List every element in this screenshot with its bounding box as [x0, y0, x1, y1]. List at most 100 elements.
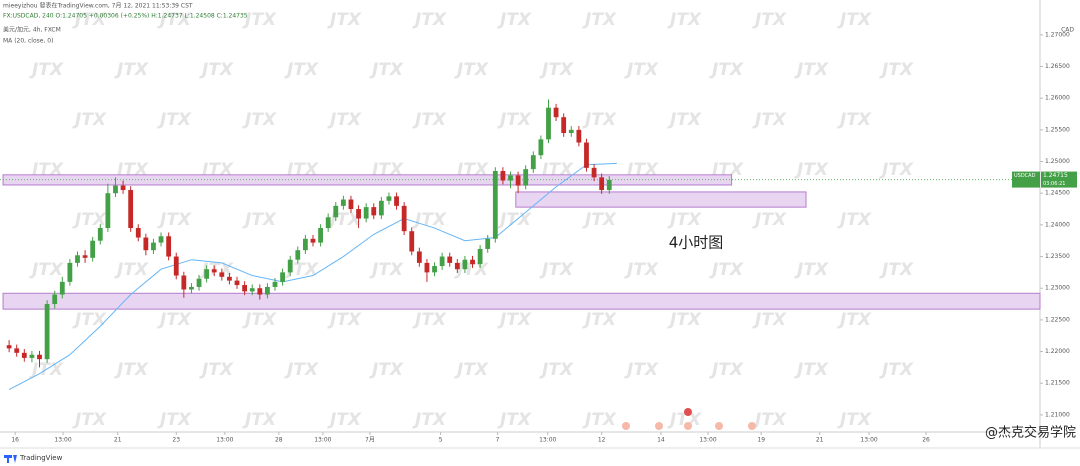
candle-body	[416, 251, 422, 263]
candle-body	[75, 255, 80, 263]
candle-body	[424, 262, 430, 273]
x-tick-label: 13:00	[314, 437, 331, 444]
candle-body	[561, 117, 567, 134]
watermark: JTX	[412, 310, 447, 330]
watermark: JTX	[327, 310, 362, 330]
candle-body	[515, 175, 521, 186]
candle-body	[265, 286, 270, 295]
candle-body	[606, 179, 612, 191]
y-tick-label: 1.27000	[1045, 31, 1070, 38]
candle-body	[135, 228, 141, 238]
candle-body	[348, 199, 354, 210]
candle-body	[257, 288, 263, 295]
watermark: JTX	[794, 60, 829, 80]
watermark: JTX	[327, 110, 362, 130]
watermark: JTX	[242, 110, 277, 130]
candle-body	[143, 237, 149, 251]
watermark: JTX	[157, 110, 192, 130]
watermark: JTX	[327, 10, 362, 30]
candle-body	[318, 228, 323, 243]
header-line: MA (20, close, 0)	[3, 38, 53, 45]
header-line: FX:USDCAD, 240 O:1.24705 +0.00306 (+0.25…	[3, 13, 248, 20]
watermarks: JTX JTX JTX JTX JTX JTX JTX JTX JTX JTX JTX JTX JTX J…	[29, 10, 914, 430]
watermark: JTX	[29, 60, 64, 80]
watermark: JTX	[497, 410, 532, 430]
moving-average	[8, 162, 617, 391]
candle-body	[553, 107, 559, 118]
watermark: JTX	[539, 60, 574, 80]
candle-body	[204, 269, 210, 279]
y-tick-label: 1.26000	[1045, 95, 1070, 102]
x-tick-label: 21	[114, 437, 122, 444]
watermark: JTX	[412, 210, 447, 230]
candle-body	[6, 345, 12, 349]
watermark: JTX	[879, 160, 914, 180]
watermark: JTX	[242, 410, 277, 430]
watermark: JTX	[412, 110, 447, 130]
x-tick-label: 13:00	[216, 437, 233, 444]
candle-body	[21, 352, 27, 358]
x-tick-label: 13:00	[539, 437, 556, 444]
x-tick-label: 13:00	[860, 437, 877, 444]
candle-body	[242, 285, 248, 292]
watermark: JTX	[497, 310, 532, 330]
candle-body	[59, 281, 65, 295]
watermark: JTX	[72, 110, 107, 130]
platform: TradingView	[19, 454, 63, 462]
currency: CAD	[1061, 27, 1074, 34]
candle-body	[14, 348, 20, 353]
candle-body	[158, 236, 164, 243]
watermark: JTX	[454, 60, 489, 80]
candle-body	[173, 256, 179, 276]
x-tick-label: 14	[657, 437, 665, 444]
candle-body	[568, 129, 574, 134]
platform-logo	[4, 455, 17, 463]
price-zone	[2, 292, 1041, 310]
watermark: JTX	[582, 410, 617, 430]
annotation: 4小时图	[669, 234, 724, 252]
watermark: JTX	[709, 360, 744, 380]
candle-body	[219, 272, 225, 277]
candle-body	[196, 278, 202, 287]
symbol-label: USDCAD	[1014, 173, 1036, 179]
watermark: JTX	[752, 210, 787, 230]
watermark: JTX	[157, 310, 192, 330]
candle-body	[272, 281, 278, 287]
price-zone	[2, 174, 733, 186]
candle-body	[90, 240, 96, 258]
candle-body	[462, 259, 468, 270]
watermark: JTX	[879, 260, 914, 280]
watermark: JTX	[794, 160, 829, 180]
candle-body	[189, 286, 194, 290]
candle-body	[591, 167, 597, 178]
watermark: JTX	[369, 260, 404, 280]
y-tick-label: 1.22500	[1045, 316, 1070, 323]
watermark: JTX	[497, 110, 532, 130]
watermark: JTX	[837, 410, 872, 430]
candle-body	[584, 142, 589, 168]
watermark: JTX	[752, 410, 787, 430]
watermark: JTX	[497, 10, 532, 30]
watermark: JTX	[157, 10, 192, 30]
watermark: JTX	[114, 60, 149, 80]
candle-body	[44, 304, 50, 360]
candle-body	[447, 256, 453, 263]
watermark: JTX	[667, 210, 702, 230]
watermark: JTX	[199, 360, 234, 380]
candle-body	[340, 199, 346, 206]
candle-body	[538, 139, 544, 156]
y-tick-label: 1.23000	[1045, 285, 1070, 292]
candle-body	[530, 155, 536, 170]
y-tick-label: 1.24000	[1045, 221, 1070, 228]
watermark: JTX	[284, 260, 319, 280]
candle-body	[105, 193, 111, 229]
watermark: JTX	[497, 210, 532, 230]
candle-body	[280, 272, 286, 282]
watermark: JTX	[582, 310, 617, 330]
watermark: JTX	[157, 410, 192, 430]
candle-body	[599, 177, 605, 191]
header-line: mieeyizhou 發表在TradingView.com, 7月 12, 20…	[3, 2, 193, 10]
candle-body	[302, 238, 308, 251]
y-tick-label: 1.21000	[1045, 411, 1070, 418]
